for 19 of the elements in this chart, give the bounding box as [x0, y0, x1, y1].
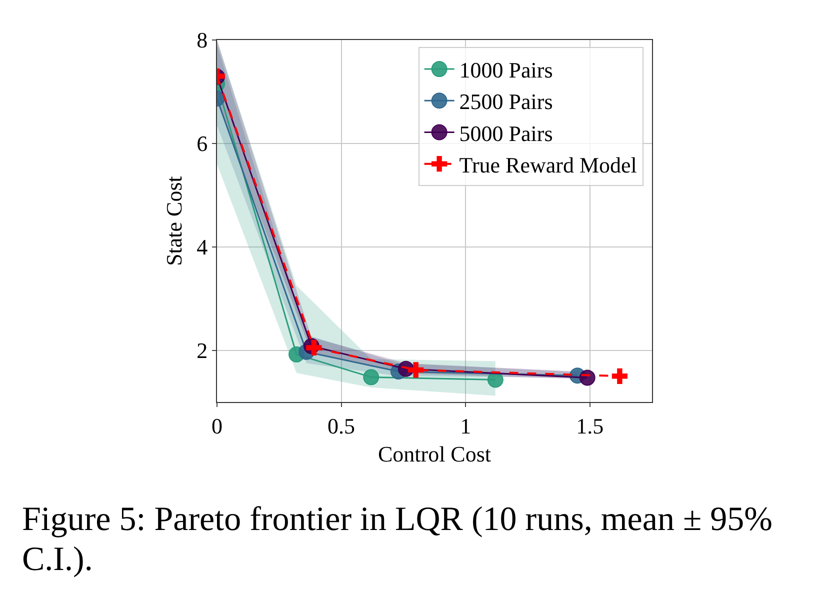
legend-label: 1000 Pairs	[459, 58, 553, 83]
y-axis-title: State Cost	[161, 176, 186, 266]
y-tick-label: 8	[196, 28, 208, 53]
legend-label: 5000 Pairs	[459, 120, 553, 146]
x-tick-label: 1.5	[576, 413, 604, 438]
legend-label: True Reward Model	[459, 152, 637, 178]
point	[612, 368, 628, 384]
point	[306, 340, 322, 356]
y-tick-label: 2	[196, 338, 208, 363]
x-tick-label: 0	[212, 413, 222, 438]
point	[408, 362, 424, 378]
legend-label: 2500 Pairs	[459, 89, 553, 114]
x-tick-label: 1	[460, 413, 472, 438]
y-tick-label: 6	[196, 131, 208, 156]
y-tick-label: 4	[196, 234, 208, 260]
caption: Figure 5: Pareto frontier in LQR (10 runs, mean ± 95% C.I.).	[22, 500, 774, 580]
x-axis-title: Control Cost	[378, 441, 492, 466]
x-tick-label: 0.5	[328, 413, 356, 438]
point	[363, 369, 380, 386]
